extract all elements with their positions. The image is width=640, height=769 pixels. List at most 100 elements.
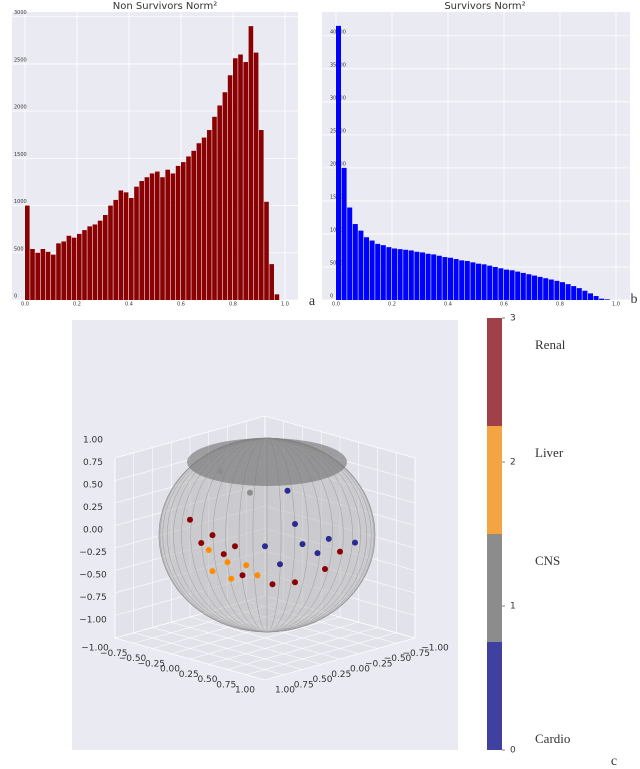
y-tick-label: 500 [14,246,24,252]
bar [369,240,375,300]
bar [212,116,217,301]
bar [520,272,526,300]
bar [565,284,571,300]
y-tick-label: 1.00 [275,686,295,696]
bar [431,254,437,300]
x-tick-label: 0.00 [160,665,180,675]
point [269,581,276,588]
x-tick-label: 0.25 [179,670,199,680]
z-tick-label: 0.50 [83,481,103,491]
colorbar-class-label: CNS [535,553,560,568]
colorbar-segment [487,642,502,750]
y-tick-label: 1500 [14,152,27,158]
z-tick-label: −0.50 [79,571,107,581]
bar [217,105,222,300]
x-tick-label: 0.8 [556,302,564,308]
x-tick-label: −1.00 [81,644,109,654]
bar [397,249,403,300]
bar [144,177,150,300]
y-tick-label: 0 [14,294,17,300]
bar [576,288,582,300]
bar [498,268,504,300]
title: Survivors Norm² [444,1,525,12]
z-tick-label: −1.00 [79,616,107,626]
bar [269,264,274,300]
bar [196,143,202,300]
bar [87,226,92,300]
bar [129,198,134,300]
bar [347,207,353,300]
bar [548,279,554,300]
bar [155,171,160,300]
grid-line [114,637,266,681]
bar [51,254,56,300]
bar [588,293,593,300]
bar [243,62,248,301]
bar [165,169,170,300]
x-tick-label: −0.75 [100,649,128,659]
x-tick-label: 0.4 [444,302,452,308]
y-tick-label: 0.25 [331,670,351,680]
bar [352,224,358,300]
bar [341,167,347,300]
point [292,579,298,586]
z-tick-label: −0.25 [79,548,107,558]
bar [526,274,532,300]
bar [82,230,87,300]
point [299,541,306,548]
bar [604,299,610,300]
colorbar-class-label: Cardio [535,731,570,746]
panel-label: b [631,292,638,307]
bar [66,235,72,300]
colorbar-class-label: Liver [535,445,564,460]
bar [134,186,139,300]
bar [97,220,103,300]
bar [25,205,30,300]
point [224,559,231,566]
bar [386,247,392,300]
bar [532,275,537,300]
point [228,575,235,582]
bar [481,264,487,300]
x-tick-label: 0.75 [216,680,236,690]
point [239,572,246,579]
bar [476,263,481,300]
bar [45,251,51,300]
bar [464,261,470,300]
point [247,489,253,496]
grid-line [152,627,303,670]
bar [77,233,82,300]
bar [543,278,549,300]
grid-line [189,616,341,660]
colorbar-tick-label: 0 [510,746,516,756]
bar [420,252,425,300]
bar [227,75,233,301]
point [337,548,343,555]
colorbar-segment [487,426,502,534]
x-tick-label: 0.2 [388,302,396,308]
bar [181,162,186,300]
y-tick-label: 0.50 [312,675,332,685]
bar [509,270,515,300]
y-tick-label: −0.75 [402,649,430,659]
bar [186,156,191,300]
bar [593,296,599,300]
bar [442,257,448,300]
bar [175,165,181,300]
bar [56,243,61,300]
bar [253,52,259,301]
colorbar-tick-label: 2 [510,458,516,468]
grid-line [171,621,322,665]
bar [61,241,66,300]
point [352,539,358,546]
point [325,535,332,542]
bar [492,266,498,300]
bar [403,249,409,300]
bar [259,130,264,300]
bar [364,237,369,300]
bar [222,92,228,300]
x-tick-label: 0.6 [177,302,185,308]
bar [599,298,605,300]
x-tick-label: 0.8 [229,302,237,308]
